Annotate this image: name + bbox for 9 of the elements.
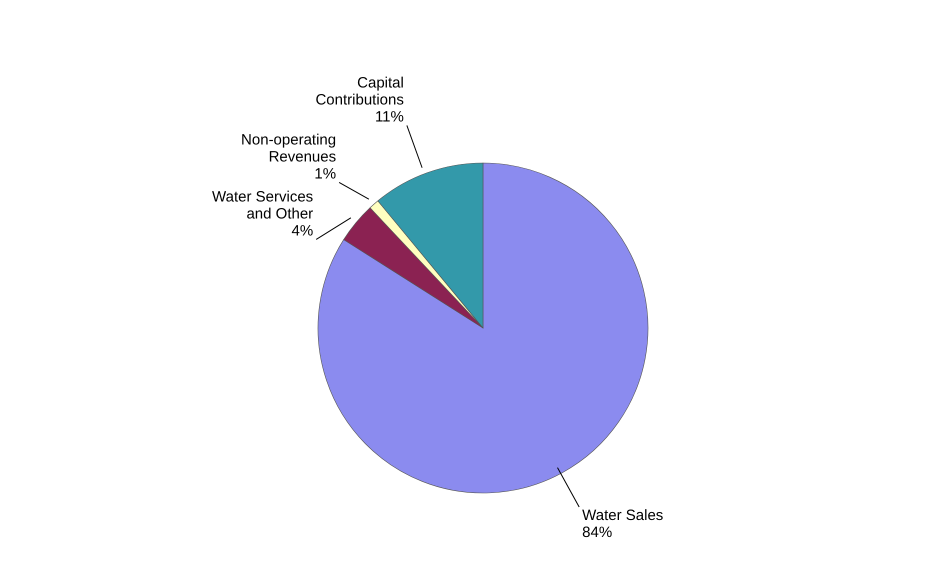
- slice-label: Non-operating Revenues: [241, 131, 336, 166]
- data-label: 1%: [314, 165, 336, 182]
- slice-label: Water Services and Other: [212, 188, 314, 222]
- data-label: 11%: [374, 108, 404, 126]
- data-label: 4%: [292, 222, 314, 240]
- data-label: 84%: [582, 524, 612, 542]
- pie-slice: [318, 162, 648, 494]
- slice-label: Capital Contributions: [315, 74, 404, 108]
- slice-label: Water Sales: [582, 507, 664, 524]
